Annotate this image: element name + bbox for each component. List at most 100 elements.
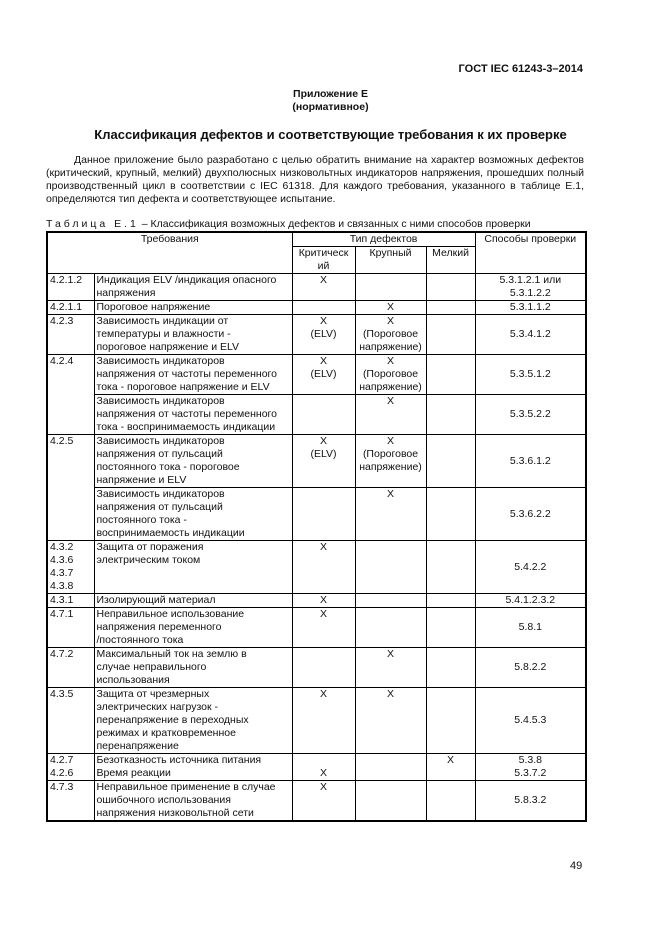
table-row: 4.2.1.2 Индикация ELV /индикация опасного… xyxy=(46,273,587,301)
minor-cell xyxy=(425,780,476,822)
requirement-cell: Безотказность источника питания Время реа… xyxy=(93,753,293,781)
clause-cell: 4.2.1.2 xyxy=(46,273,95,301)
cell-line: 4.7.1 xyxy=(50,608,74,620)
method-cell: 5.3.1.1.2 xyxy=(474,300,587,315)
cell-line: температуры и влажности - xyxy=(96,328,231,340)
col-requirements: Требования xyxy=(46,231,293,274)
page-number: 49 xyxy=(570,860,583,872)
requirement-cell: Зависимость индикаторов напряжения от пул… xyxy=(93,487,293,541)
major-cell: X (Пороговое напряжение) xyxy=(354,434,427,488)
critical-cell: X xyxy=(291,780,356,822)
requirement-cell: Защита от поражения электрическим током xyxy=(93,540,293,594)
cell-line: напряжения переменного xyxy=(96,621,222,633)
major-cell: X (Пороговое напряжение) xyxy=(354,314,427,355)
method-cell: 5.3.5.1.2 xyxy=(474,354,587,395)
cell-line: Зависимость индикаторов xyxy=(96,355,225,367)
cell-line: напряжения от частоты переменного xyxy=(96,368,277,380)
critical-cell: X xyxy=(291,540,356,594)
requirement-cell: Максимальный ток на землю в случае неправ… xyxy=(93,647,293,688)
cell-line: Время реакции xyxy=(96,767,171,779)
cell-line xyxy=(295,754,353,767)
cell-line: (Пороговое xyxy=(362,368,419,380)
cell-line: 5.8.3.2 xyxy=(514,794,547,806)
cell-line: Зависимость индикаторов xyxy=(96,488,225,500)
cell-line: 5.4.2.2 xyxy=(514,560,547,573)
cell-line: напряжения от пульсаций xyxy=(96,448,223,460)
method-cell: 5.3.1.2.1 или 5.3.1.2.2 xyxy=(474,273,587,301)
cell-line: 5.3.1.2.2 xyxy=(509,287,551,299)
cell-line: 5.8.2.2 xyxy=(514,661,547,673)
requirement-cell: Зависимость индикаторов напряжения от час… xyxy=(93,394,293,435)
table-row: 4.7.2 Максимальный ток на землю в случае н… xyxy=(46,647,587,688)
cell-line: X xyxy=(320,315,328,327)
cell-line: постоянного тока - xyxy=(96,514,187,526)
defects-table: Требования Тип дефектов Способы проверки К… xyxy=(46,231,588,822)
critical-cell: X xyxy=(291,753,356,781)
cell-line: 4.3.5 xyxy=(50,688,74,700)
clause-cell: 4.2.5 xyxy=(46,434,95,541)
cell-line: 4.7.3 xyxy=(50,781,74,793)
col-critical: Критическ ий xyxy=(291,246,356,274)
requirement-cell: Неправильное использование напряжения пер… xyxy=(93,607,293,648)
requirement-cell: Индикация ELV /индикация опасного напряже… xyxy=(93,273,293,301)
clause-cell: 4.3.1 xyxy=(46,593,95,608)
cell-line: 4.2.1.2 xyxy=(50,274,83,286)
table-row: 4.3.1 Изолирующий материал X 5.4.1.2.3.2 xyxy=(46,593,587,608)
cell-line: X xyxy=(387,488,395,500)
document-header: ГОСТ IEC 61243-3–2014 xyxy=(458,63,583,75)
cell-line: 5.3.5.2.2 xyxy=(509,408,551,420)
requirement-cell: Зависимость индикаторов напряжения от пул… xyxy=(93,434,293,488)
cell-line: Неправильное использование xyxy=(96,608,245,620)
cell-line: Безотказность источника питания xyxy=(96,754,262,766)
method-cell: 5.3.5.2.2 xyxy=(474,394,587,435)
major-cell: X xyxy=(354,487,427,541)
method-cell: 5.8.3.2 xyxy=(474,780,587,822)
major-cell xyxy=(354,607,427,648)
cell-line: перенапряжение в переходных xyxy=(96,714,249,726)
cell-line: X xyxy=(320,608,328,620)
cell-line: 4.3.6 xyxy=(50,554,74,566)
method-cell: 5.4.2.2 xyxy=(474,540,587,594)
cell-line: X xyxy=(320,274,328,286)
critical-cell xyxy=(291,487,356,541)
cell-line: напряжение) xyxy=(359,461,422,473)
table-row: Зависимость индикаторов напряжения от пул… xyxy=(47,487,587,541)
minor-cell xyxy=(425,540,476,594)
cell-line: (ELV) xyxy=(310,328,337,340)
cell-line: напряжения от частоты переменного xyxy=(96,408,277,420)
table-row: 4.7.3 Неправильное применение в случае оши… xyxy=(46,780,587,822)
critical-cell: X (ELV) xyxy=(291,354,356,395)
minor-cell xyxy=(425,607,476,648)
intro-paragraph: Данное приложение было разработано с цел… xyxy=(46,154,584,205)
table-row: 4.3.5 Защита от чрезмерных электрических н… xyxy=(46,687,587,754)
cell-line: 4.3.1 xyxy=(50,594,74,606)
clause-cell: 4.2.3 xyxy=(46,314,95,355)
cell-line: 4.2.4 xyxy=(50,355,74,367)
cell-line: X xyxy=(320,541,328,553)
table-row: 4.2.7 4.2.6 Безотказность источника питани… xyxy=(46,753,587,781)
cell-line: (ELV) xyxy=(310,448,337,460)
cell-line: Индикация ELV /индикация опасного xyxy=(96,274,277,286)
requirement-cell: Пороговое напряжение xyxy=(93,300,293,315)
cell-line: случае неправильного xyxy=(96,661,207,673)
cell-line: 5.3.1.1.2 xyxy=(509,301,551,313)
cell-line: напряжение и ELV xyxy=(96,474,187,486)
cell-line: X xyxy=(320,355,328,367)
cell-line: 5.3.5.1.2 xyxy=(509,368,551,380)
cell-line: воспринимаемость индикации xyxy=(96,527,245,539)
minor-cell xyxy=(425,647,476,688)
cell-line: (Пороговое xyxy=(362,448,419,460)
method-cell: 5.4.5.3 xyxy=(474,687,587,754)
cell-line: X xyxy=(387,688,395,700)
table-row: 4.3.2 4.3.6 4.3.7 4.3.8 Защита от поражения э… xyxy=(46,540,587,594)
critical-cell: X xyxy=(291,687,356,754)
minor-cell xyxy=(425,394,476,435)
cell-line: тока - пороговое напряжение и ELV xyxy=(96,381,270,393)
cell-line: Защита от чрезмерных xyxy=(96,688,210,700)
clause-cell: 4.2.1.1 xyxy=(46,300,95,315)
table-row: 4.2.3 Зависимость индикации от температуры… xyxy=(46,314,587,355)
major-cell xyxy=(354,273,427,301)
requirement-cell: Зависимость индикаторов напряжения от час… xyxy=(93,354,293,395)
clause-cell: 4.7.1 xyxy=(46,607,95,648)
cell-line: пороговое напряжение и ELV xyxy=(96,341,240,353)
